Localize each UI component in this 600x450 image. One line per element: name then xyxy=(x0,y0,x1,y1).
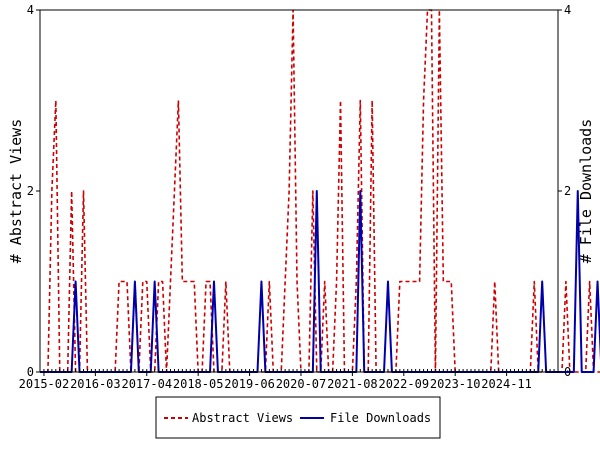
x-tick-label: 2022-09 xyxy=(378,377,429,391)
x-tick-label: 2016-03 xyxy=(70,377,121,391)
legend-label-abstract-views: Abstract Views xyxy=(192,411,293,425)
y-tick-label-right: 0 xyxy=(564,365,571,379)
x-tick-label: 2020-07 xyxy=(276,377,327,391)
y-axis-title-right: # File Downloads xyxy=(577,119,595,264)
y-tick-label-left: 4 xyxy=(27,3,34,17)
x-tick-label: 2017-04 xyxy=(121,377,172,391)
x-tick-labels: 2015-02 2016-03 2017-04 2018-05 2019-06 2020-… xyxy=(19,372,532,391)
x-tick-label: 2018-05 xyxy=(173,377,224,391)
y-tick-label-left: 0 xyxy=(27,365,34,379)
legend-label-file-downloads: File Downloads xyxy=(330,411,431,425)
x-tick-label: 2023-10 xyxy=(430,377,481,391)
x-tick-label: 2019-06 xyxy=(224,377,275,391)
x-tick-label: 2024-11 xyxy=(481,377,532,391)
y-tick-label-left: 2 xyxy=(27,184,34,198)
legend-box xyxy=(155,396,441,439)
legend: Abstract Views File Downloads xyxy=(155,396,441,439)
y-tick-labels: 0 0 2 2 4 4 xyxy=(27,3,571,379)
y-tick-label-right: 4 xyxy=(564,3,571,17)
y-tick-label-right: 2 xyxy=(564,184,571,198)
y-axis-title-left: # Abstract Views xyxy=(7,119,25,264)
x-tick-label: 2021-08 xyxy=(327,377,378,391)
plot-frame xyxy=(39,9,559,373)
x-tick-label: 2015-02 xyxy=(19,377,70,391)
